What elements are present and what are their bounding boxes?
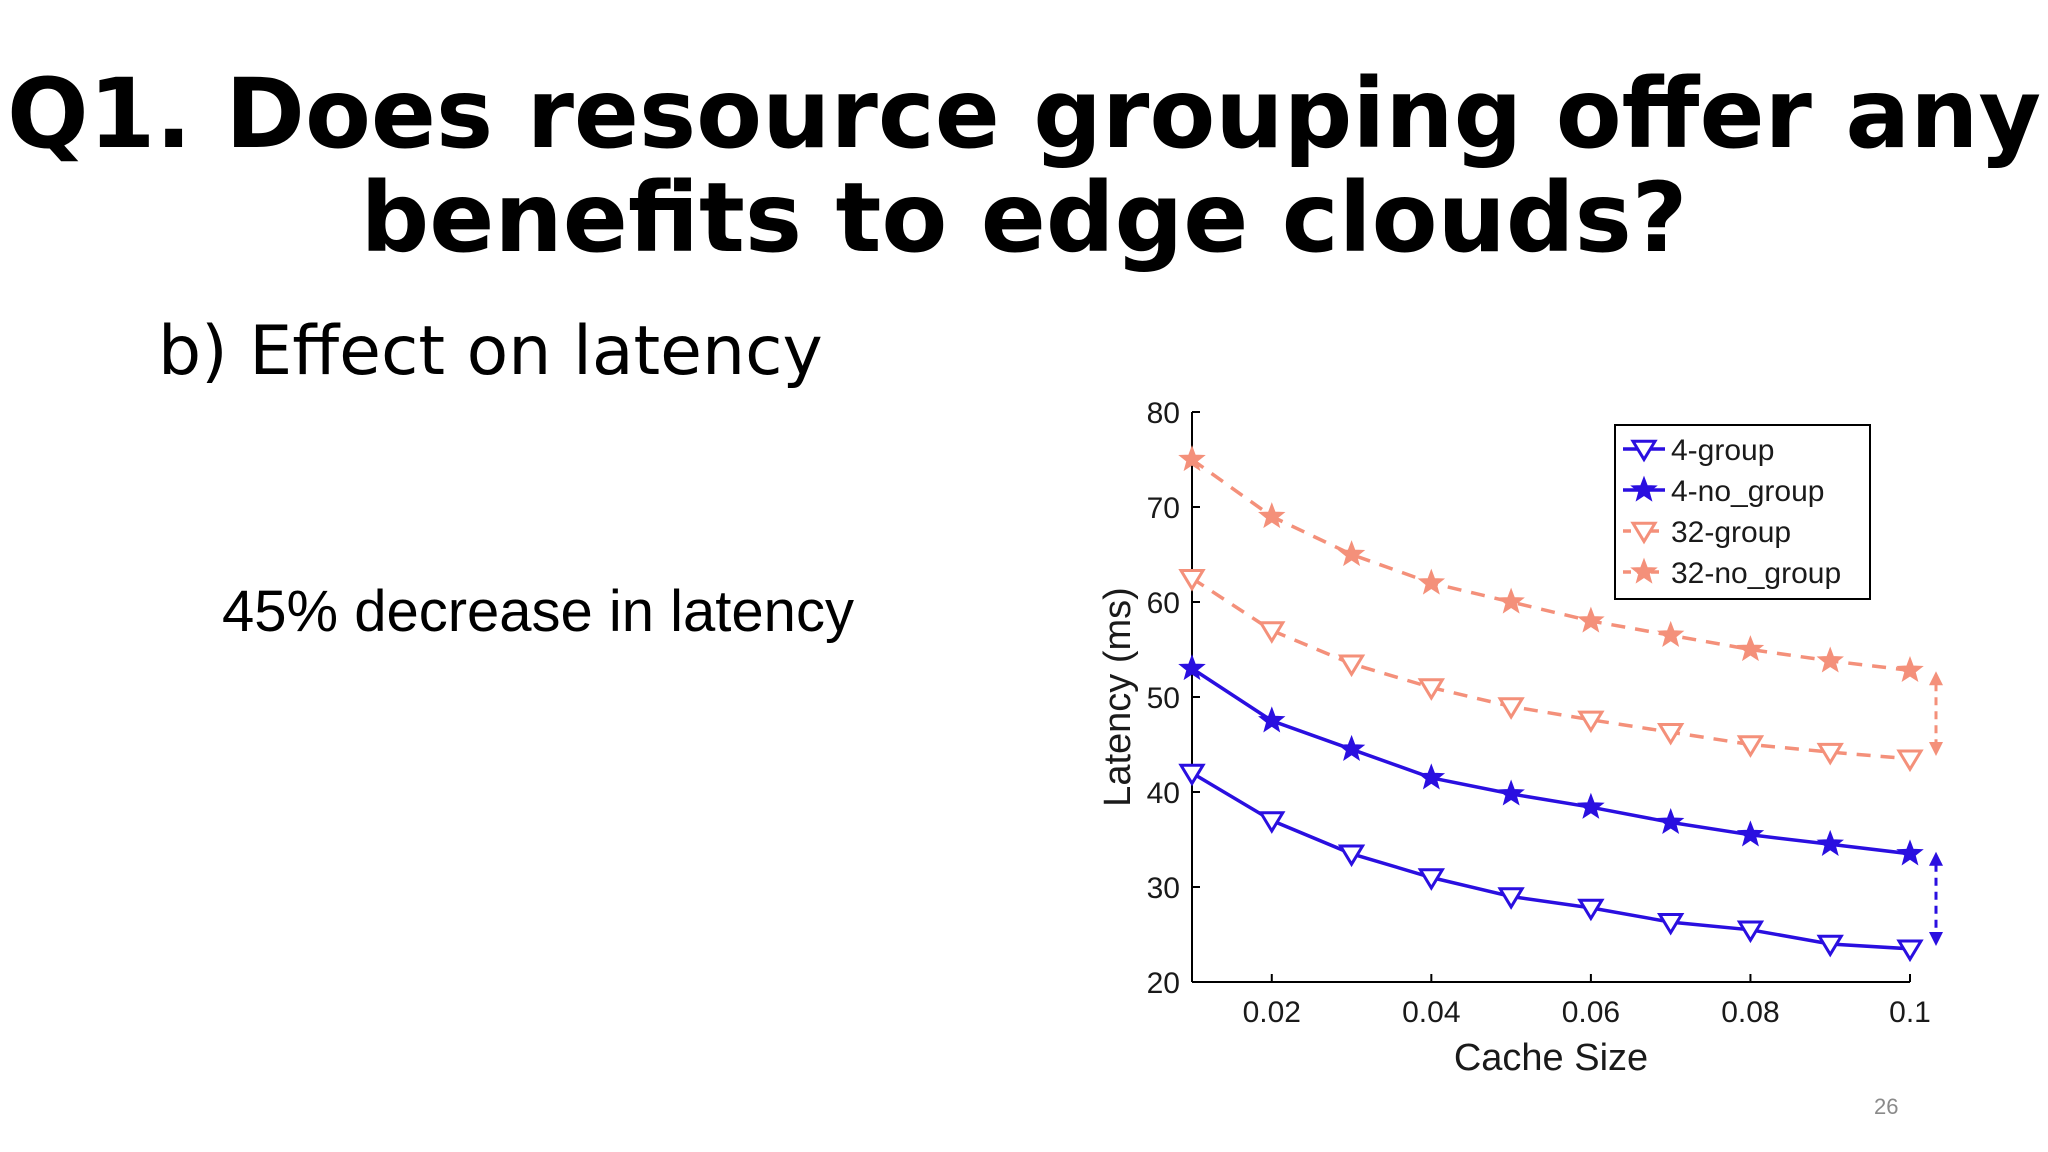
- legend-item: 4-no_group: [1623, 475, 1824, 508]
- legend-marker: [1630, 439, 1658, 463]
- data-point: [1896, 655, 1924, 683]
- data-point: [1258, 706, 1286, 733]
- y-tick-label: 70: [1147, 492, 1180, 525]
- legend-marker: [1630, 475, 1658, 502]
- data-point: [1736, 735, 1765, 758]
- slide-title-line-2: benefits to edge clouds?: [360, 162, 1688, 274]
- arrow-head-up: [1929, 671, 1943, 686]
- slide-subtitle: b) Effect on latency: [158, 312, 823, 391]
- y-tick-label: 30: [1147, 872, 1180, 905]
- x-tick-label: 0.08: [1721, 996, 1779, 1029]
- data-point: [1417, 568, 1446, 595]
- data-point: [1258, 811, 1286, 834]
- latency-chart: 20 30 40 50 60 70 80 0.02 0.04 0.06 0.08 0.1 Cache S…: [1097, 397, 1943, 1079]
- x-tick-label: 0.04: [1402, 996, 1460, 1029]
- data-point: [1178, 654, 1206, 681]
- legend-label: 32-group: [1671, 516, 1791, 549]
- legend: 4-group 4-no_group 32-group 32-no_group: [1614, 424, 1871, 600]
- data-point: [1577, 898, 1605, 922]
- data-point: [1896, 749, 1924, 773]
- slide-title-line-1: Q1. Does resource grouping offer any: [6, 58, 2042, 170]
- data-point: [1577, 792, 1605, 819]
- legend-label: 32-no_group: [1671, 557, 1841, 590]
- data-point: [1417, 763, 1446, 790]
- y-tick-label: 80: [1147, 397, 1180, 430]
- legend-box: [1614, 424, 1871, 600]
- data-point: [1178, 569, 1206, 592]
- data-point: [1816, 829, 1844, 856]
- legend-item: 4-group: [1623, 434, 1774, 467]
- y-tick-label: 20: [1147, 967, 1180, 1000]
- data-point: [1178, 763, 1206, 787]
- series-line: [1191, 771, 1911, 951]
- data-point: [1816, 646, 1844, 673]
- y-tick-label: 40: [1147, 777, 1180, 810]
- x-tick-label: 0.1: [1889, 996, 1931, 1029]
- legend-marker: [1630, 557, 1658, 584]
- series-4-group: [1178, 763, 1924, 963]
- y-axis-label: Latency (ms): [1097, 587, 1139, 807]
- data-point: [1497, 587, 1525, 614]
- double-arrow-annotation: [1929, 851, 1943, 946]
- double-arrow-annotation: [1929, 671, 1943, 756]
- arrow-head-down: [1929, 932, 1943, 946]
- series-32-group: [1178, 569, 1924, 773]
- data-point: [1896, 839, 1924, 866]
- y-tick-label: 60: [1147, 587, 1180, 620]
- x-axis-label: Cache Size: [1454, 1037, 1648, 1079]
- page-number: 26: [1874, 1094, 1899, 1119]
- series-4-no_group: [1178, 654, 1924, 866]
- series-line: [1191, 667, 1911, 856]
- data-point: [1736, 635, 1765, 662]
- x-tick-label: 0.02: [1243, 996, 1301, 1029]
- y-tick-label: 50: [1147, 682, 1180, 715]
- data-point: [1178, 445, 1206, 472]
- slide-title: Q1. Does resource grouping offer any ben…: [0, 62, 2048, 270]
- arrow-head-up: [1929, 851, 1943, 866]
- data-point: [1657, 722, 1685, 746]
- data-point: [1736, 920, 1765, 944]
- data-point: [1497, 779, 1525, 806]
- series-line: [1190, 458, 1911, 673]
- data-point: [1417, 678, 1445, 701]
- series-line: [1191, 576, 1911, 761]
- data-point: [1258, 621, 1286, 644]
- data-point: [1816, 742, 1844, 766]
- data-point: [1337, 844, 1366, 868]
- legend-item: 32-group: [1623, 516, 1791, 549]
- data-point: [1656, 807, 1685, 835]
- data-point: [1337, 540, 1366, 567]
- series-32-no_group: [1178, 445, 1924, 683]
- data-point: [1258, 502, 1286, 529]
- arrow-head-down: [1929, 742, 1943, 756]
- data-point: [1656, 620, 1685, 647]
- legend-marker: [1630, 521, 1658, 545]
- x-tick-label: 0.06: [1562, 996, 1620, 1029]
- data-point: [1577, 606, 1605, 633]
- data-point: [1497, 697, 1525, 720]
- data-point: [1736, 820, 1765, 847]
- latency-callout: 45% decrease in latency: [222, 579, 854, 644]
- legend-item: 32-no_group: [1623, 557, 1841, 590]
- data-point: [1816, 934, 1844, 958]
- data-point: [1896, 939, 1924, 963]
- data-point: [1497, 887, 1525, 910]
- data-point: [1337, 734, 1366, 761]
- legend-label: 4-no_group: [1671, 475, 1824, 508]
- data-point: [1337, 654, 1366, 678]
- data-point: [1577, 710, 1605, 734]
- legend-label: 4-group: [1671, 434, 1774, 467]
- data-point: [1657, 912, 1685, 936]
- data-point: [1417, 868, 1445, 891]
